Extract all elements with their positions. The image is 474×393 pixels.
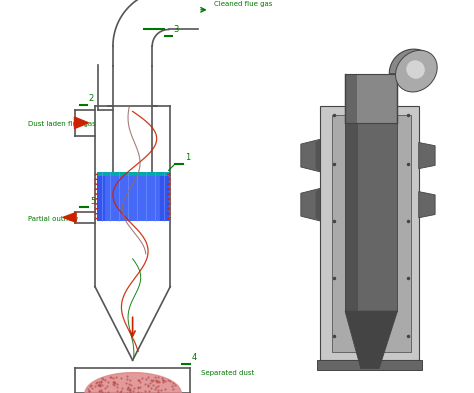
Text: 3: 3 xyxy=(173,26,179,34)
Text: Dust laden flue gas: Dust laden flue gas xyxy=(28,121,96,127)
Text: 2: 2 xyxy=(88,94,94,103)
Polygon shape xyxy=(419,142,435,169)
Polygon shape xyxy=(301,139,320,172)
Text: 4: 4 xyxy=(191,353,197,362)
Bar xyxy=(97,172,169,176)
Polygon shape xyxy=(74,117,88,129)
Polygon shape xyxy=(389,49,431,91)
Bar xyxy=(345,73,398,123)
Text: 1: 1 xyxy=(185,153,190,162)
Ellipse shape xyxy=(395,50,437,92)
Text: Separated dust: Separated dust xyxy=(201,370,255,376)
Ellipse shape xyxy=(406,60,425,79)
Text: Partial outflow: Partial outflow xyxy=(28,216,78,222)
Polygon shape xyxy=(63,213,76,222)
Bar xyxy=(97,172,169,221)
Bar xyxy=(317,360,422,370)
Polygon shape xyxy=(419,191,435,218)
Text: 5: 5 xyxy=(90,196,95,206)
Bar xyxy=(345,73,356,123)
Bar xyxy=(320,107,419,360)
Polygon shape xyxy=(316,139,320,172)
Bar xyxy=(105,172,161,221)
Bar xyxy=(345,123,398,311)
Bar xyxy=(345,123,358,311)
Polygon shape xyxy=(345,311,398,369)
Polygon shape xyxy=(301,188,320,221)
Polygon shape xyxy=(316,188,320,221)
Text: Cleaned flue gas: Cleaned flue gas xyxy=(215,1,273,7)
Bar xyxy=(332,115,410,352)
